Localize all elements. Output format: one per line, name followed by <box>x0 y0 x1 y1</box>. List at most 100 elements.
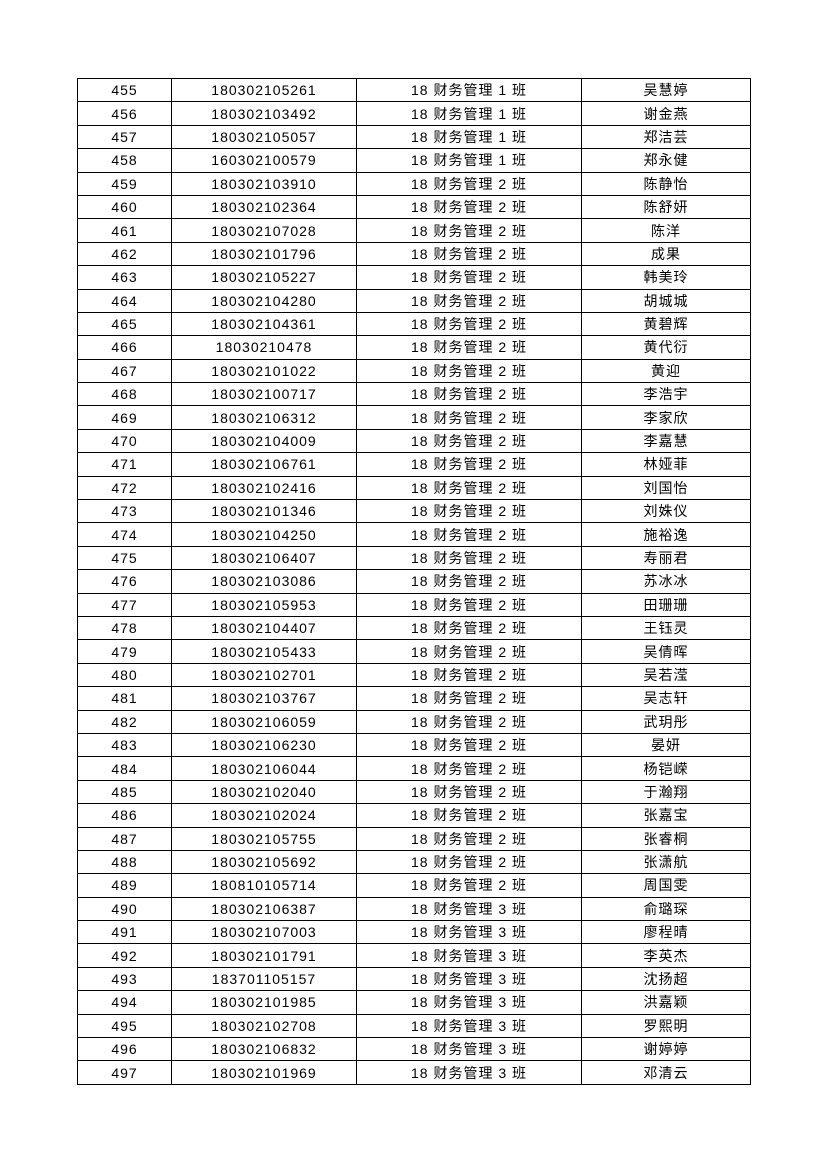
table-row: 466 18030210478 18 财务管理 2 班黄代衍 <box>77 335 751 360</box>
table-row: 492 180302101791 18 财务管理 3 班李英杰 <box>77 943 751 968</box>
table-row: 491 180302107003 18 财务管理 3 班廖程晴 <box>77 920 751 945</box>
row-number-cell: 468 <box>77 382 172 407</box>
class-name-cell: 18 财务管理 2 班 <box>356 639 582 664</box>
student-id-cell: 180302105057 <box>171 124 357 150</box>
student-name-cell: 吴倩晖 <box>581 639 751 664</box>
table-row: 468 180302100717 18 财务管理 2 班李浩宇 <box>77 382 751 407</box>
class-name-cell: 18 财务管理 2 班 <box>356 405 582 430</box>
student-name-cell: 陈静怡 <box>581 171 751 196</box>
class-name-cell: 18 财务管理 2 班 <box>356 779 582 805</box>
class-name-cell: 18 财务管理 2 班 <box>356 662 582 688</box>
class-name-cell: 18 财务管理 2 班 <box>356 686 582 711</box>
student-name-cell: 胡城城 <box>581 288 751 313</box>
student-name-cell: 成果 <box>581 241 751 267</box>
class-name-cell: 18 财务管理 2 班 <box>356 732 582 758</box>
student-name-cell: 郑永健 <box>581 148 751 173</box>
table-row: 484 180302106044 18 财务管理 2 班杨铠嵘 <box>77 756 751 781</box>
table-row: 472 180302102416 18 财务管理 2 班刘国怡 <box>77 475 751 501</box>
class-name-cell: 18 财务管理 1 班 <box>356 77 582 103</box>
row-number-cell: 483 <box>77 732 172 758</box>
student-id-cell: 180302106387 <box>171 896 357 922</box>
table-row: 494 180302101985 18 财务管理 3 班洪嘉颖 <box>77 990 751 1015</box>
row-number-cell: 461 <box>77 218 172 243</box>
table-row: 465 180302104361 18 财务管理 2 班黄碧辉 <box>77 311 751 337</box>
student-id-cell: 18030210478 <box>171 335 357 360</box>
row-number-cell: 473 <box>77 499 172 524</box>
student-name-cell: 李家欣 <box>581 405 751 430</box>
student-name-cell: 刘国怡 <box>581 475 751 501</box>
student-name-cell: 李嘉慧 <box>581 428 751 454</box>
student-name-cell: 俞璐琛 <box>581 896 751 922</box>
row-number-cell: 488 <box>77 849 172 875</box>
class-name-cell: 18 财务管理 2 班 <box>356 545 582 571</box>
row-number-cell: 486 <box>77 803 172 828</box>
student-id-cell: 180302107028 <box>171 218 357 243</box>
table-row: 474 180302104250 18 财务管理 2 班施裕逸 <box>77 522 751 547</box>
table-row: 488 180302105692 18 财务管理 2 班张潇航 <box>77 849 751 875</box>
class-name-cell: 18 财务管理 1 班 <box>356 101 582 126</box>
student-id-cell: 180302104009 <box>171 428 357 454</box>
class-name-cell: 18 财务管理 2 班 <box>356 311 582 337</box>
student-name-cell: 林娅菲 <box>581 452 751 477</box>
student-name-cell: 陈舒妍 <box>581 194 751 220</box>
student-name-cell: 寿丽君 <box>581 545 751 571</box>
student-name-cell: 黄代衍 <box>581 335 751 360</box>
row-number-cell: 494 <box>77 990 172 1015</box>
student-name-cell: 黄迎 <box>581 358 751 384</box>
student-id-cell: 180302105692 <box>171 849 357 875</box>
student-id-cell: 180302105433 <box>171 639 357 664</box>
student-id-cell: 180302102040 <box>171 779 357 805</box>
student-id-cell: 180302102364 <box>171 194 357 220</box>
student-id-cell: 180302105953 <box>171 592 357 617</box>
row-number-cell: 490 <box>77 896 172 922</box>
student-name-cell: 田珊珊 <box>581 592 751 617</box>
table-row: 456 180302103492 18 财务管理 1 班谢金燕 <box>77 101 751 126</box>
class-name-cell: 18 财务管理 2 班 <box>356 475 582 501</box>
student-name-cell: 廖程晴 <box>581 920 751 945</box>
student-id-cell: 180302106312 <box>171 405 357 430</box>
table-row: 480 180302102701 18 财务管理 2 班吴若滢 <box>77 662 751 688</box>
class-name-cell: 18 财务管理 3 班 <box>356 920 582 945</box>
table-row: 463 180302105227 18 财务管理 2 班韩美玲 <box>77 265 751 290</box>
row-number-cell: 455 <box>77 77 172 103</box>
student-id-cell: 180302106230 <box>171 732 357 758</box>
table-row: 489 180810105714 18 财务管理 2 班周国雯 <box>77 873 751 898</box>
student-id-cell: 160302100579 <box>171 148 357 173</box>
student-id-cell: 180302106761 <box>171 452 357 477</box>
student-id-cell: 180302103492 <box>171 101 357 126</box>
row-number-cell: 496 <box>77 1037 172 1062</box>
student-name-cell: 刘姝仪 <box>581 499 751 524</box>
table-row: 460 180302102364 18 财务管理 2 班陈舒妍 <box>77 194 751 220</box>
class-name-cell: 18 财务管理 2 班 <box>356 709 582 734</box>
class-name-cell: 18 财务管理 1 班 <box>356 124 582 150</box>
table-row: 486 180302102024 18 财务管理 2 班张嘉宝 <box>77 803 751 828</box>
table-row: 459 180302103910 18 财务管理 2 班陈静怡 <box>77 171 751 196</box>
class-name-cell: 18 财务管理 3 班 <box>356 943 582 968</box>
student-name-cell: 陈洋 <box>581 218 751 243</box>
student-id-cell: 180302105755 <box>171 826 357 851</box>
class-name-cell: 18 财务管理 3 班 <box>356 1037 582 1062</box>
class-name-cell: 18 财务管理 2 班 <box>356 241 582 267</box>
class-name-cell: 18 财务管理 2 班 <box>356 873 582 898</box>
student-name-cell: 李浩宇 <box>581 382 751 407</box>
table-row: 493 183701105157 18 财务管理 3 班沈扬超 <box>77 966 751 992</box>
class-name-cell: 18 财务管理 2 班 <box>356 522 582 547</box>
student-name-cell: 邓清云 <box>581 1060 751 1085</box>
student-name-cell: 王钰灵 <box>581 615 751 641</box>
student-name-cell: 武玥彤 <box>581 709 751 734</box>
row-number-cell: 492 <box>77 943 172 968</box>
class-name-cell: 18 财务管理 2 班 <box>356 265 582 290</box>
student-id-cell: 180302101791 <box>171 943 357 968</box>
table-row: 496 180302106832 18 财务管理 3 班谢婷婷 <box>77 1037 751 1062</box>
row-number-cell: 477 <box>77 592 172 617</box>
student-name-cell: 苏冰冰 <box>581 569 751 594</box>
student-id-cell: 180302106059 <box>171 709 357 734</box>
table-row: 462 180302101796 18 财务管理 2 班成果 <box>77 241 751 267</box>
table-row: 481 180302103767 18 财务管理 2 班吴志轩 <box>77 686 751 711</box>
class-name-cell: 18 财务管理 2 班 <box>356 452 582 477</box>
student-id-cell: 180302101969 <box>171 1060 357 1085</box>
row-number-cell: 481 <box>77 686 172 711</box>
class-name-cell: 18 财务管理 2 班 <box>356 615 582 641</box>
table-row: 475 180302106407 18 财务管理 2 班寿丽君 <box>77 545 751 571</box>
table-row: 461 180302107028 18 财务管理 2 班陈洋 <box>77 218 751 243</box>
